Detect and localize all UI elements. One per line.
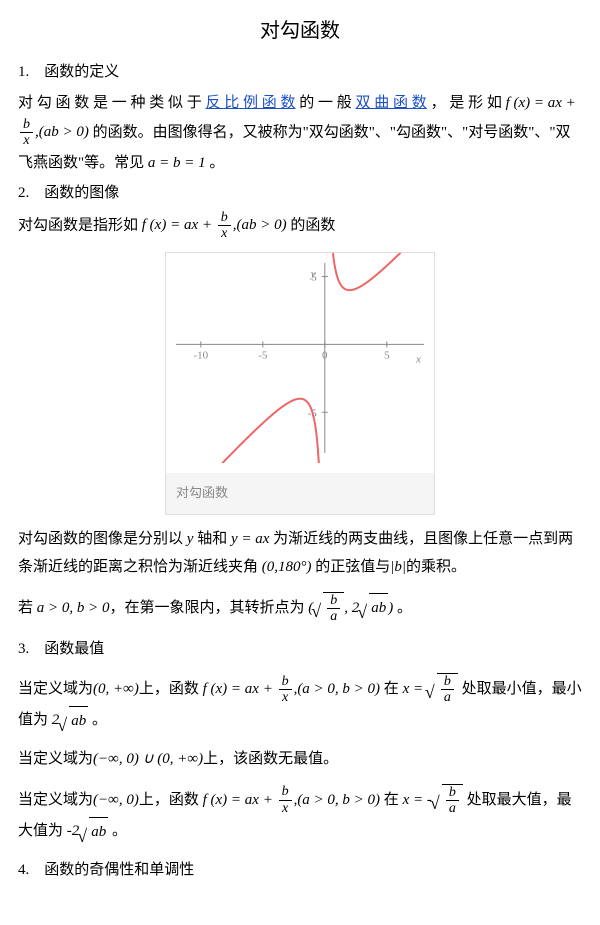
text: 对勾函数是指形如 — [18, 217, 142, 233]
domain-2: (−∞, 0) ∪ (0, +∞) — [93, 751, 203, 767]
frac-num: b — [20, 117, 33, 133]
frac-num: b — [441, 674, 454, 690]
section-2-body: 对勾函数是指形如 f (x) = ax + bx,(ab > 0) 的函数 — [18, 210, 582, 242]
text: ，在第一象限内，其转折点为 — [110, 600, 309, 616]
text: 。 — [206, 155, 225, 171]
frac-num: b — [327, 593, 340, 609]
text: f (x) = ax + — [203, 681, 277, 697]
formula-fx4: f (x) = ax + bx,(a > 0, b > 0) — [203, 792, 380, 808]
cond-ab: a > 0, b > 0 — [37, 600, 110, 616]
page-title: 对勾函数 — [18, 12, 582, 50]
frac-den: x — [218, 226, 231, 241]
frac-num: b — [279, 784, 292, 800]
domain-1: (0, +∞) — [93, 681, 139, 697]
frac-den: a — [446, 801, 459, 816]
formula-fx2: f (x) = ax + bx,(ab > 0) — [142, 217, 291, 233]
text: 。 — [88, 712, 107, 728]
frac-num: b — [446, 785, 459, 801]
min-value: 2ab — [52, 712, 89, 728]
section-3-none: 当定义域为(−∞, 0) ∪ (0, +∞)上，该函数无最值。 — [18, 745, 582, 774]
text: 对 勾 函 数 是 一 种 类 似 于 — [18, 95, 206, 111]
text: 的函数。由图像得名，又被称为"双勾函数"、"勾函数"、"对号函数"、"双飞燕函数… — [18, 124, 571, 170]
frac-num: b — [279, 674, 292, 690]
text: 的正弦值与 — [312, 559, 391, 575]
function-chart: -10-505-55xy — [166, 253, 434, 463]
section-1-head: 1. 函数的定义 — [18, 58, 582, 87]
text: f (x) = ax + — [142, 217, 216, 233]
frac-den: a — [441, 690, 454, 705]
text: x = - — [403, 792, 432, 808]
text: 当定义域为 — [18, 681, 93, 697]
chart-container: -10-505-55xy 对勾函数 — [165, 252, 435, 515]
text: x = — [403, 681, 427, 697]
text: 在 — [380, 681, 403, 697]
section-3-max: 当定义域为(−∞, 0)上，函数 f (x) = ax + bx,(a > 0,… — [18, 784, 582, 846]
svg-text:y: y — [310, 268, 316, 280]
frac-num: b — [218, 210, 231, 226]
text: 当定义域为 — [18, 792, 93, 808]
text: ,(a > 0, b > 0) — [294, 792, 380, 808]
text: ,(ab > 0) — [233, 217, 287, 233]
svg-text:-5: -5 — [258, 349, 268, 361]
section-4-head: 4. 函数的奇偶性和单调性 — [18, 856, 582, 885]
text: f (x) = ax + — [203, 792, 277, 808]
link-hyperbolic-function[interactable]: 双 曲 函 数 — [356, 95, 427, 111]
frac-den: x — [20, 133, 33, 148]
section-3-head: 3. 函数最值 — [18, 635, 582, 664]
sqrt-ab: ab — [69, 706, 88, 736]
formula-ab1: a = b = 1 — [148, 155, 206, 171]
image-description-2: 若 a > 0, b > 0，在第一象限内，其转折点为 (ba, 2ab) 。 — [18, 592, 582, 625]
image-description-1: 对勾函数的图像是分别以 y 轴和 y = ax 为渐近线的两支曲线，且图像上任意… — [18, 525, 582, 582]
svg-text:0: 0 — [322, 349, 328, 361]
formula-yax: y = ax — [231, 531, 269, 547]
text: 对勾函数的图像是分别以 — [18, 531, 187, 547]
chart-caption: 对勾函数 — [166, 473, 434, 514]
svg-text:x: x — [415, 353, 421, 365]
formula-fx3: f (x) = ax + bx,(a > 0, b > 0) — [203, 681, 380, 697]
text: 上，函数 — [139, 681, 203, 697]
section-2-head: 2. 函数的图像 — [18, 179, 582, 208]
svg-text:-10: -10 — [193, 349, 208, 361]
x-max: x = -ba — [403, 792, 463, 808]
text: ,(ab > 0) — [35, 124, 89, 140]
frac-den: x — [279, 801, 292, 816]
text: 当定义域为 — [18, 751, 93, 767]
text: 的函数 — [290, 217, 335, 233]
sqrt-ab: ab — [369, 593, 388, 623]
text: 若 — [18, 600, 37, 616]
max-value: -2ab — [67, 823, 109, 839]
angle: (0,180°) — [262, 559, 312, 575]
turning-point: (ba, 2ab) — [308, 600, 393, 616]
text: f (x) = ax + — [506, 95, 576, 111]
text: 。 — [393, 600, 412, 616]
text: 上，函数 — [139, 792, 203, 808]
abs-b: |b| — [390, 559, 406, 575]
domain-3: (−∞, 0) — [93, 792, 139, 808]
text: 的 一 般 — [296, 95, 356, 111]
link-inverse-proportion[interactable]: 反 比 例 函 数 — [206, 95, 296, 111]
text: 轴和 — [193, 531, 231, 547]
x-min: x = ba — [403, 681, 458, 697]
section-3-min: 当定义域为(0, +∞)上，函数 f (x) = ax + bx,(a > 0,… — [18, 673, 582, 735]
text: 的乘积。 — [406, 559, 466, 575]
text: 上，该函数无最值。 — [203, 751, 338, 767]
text: ， 是 形 如 — [427, 95, 502, 111]
text: 在 — [380, 792, 403, 808]
svg-text:5: 5 — [384, 349, 390, 361]
text: ,(a > 0, b > 0) — [294, 681, 380, 697]
sqrt-ab: ab — [89, 817, 108, 847]
frac-den: x — [279, 690, 292, 705]
section-1-body: 对 勾 函 数 是 一 种 类 似 于 反 比 例 函 数 的 一 般 双 曲 … — [18, 89, 582, 178]
text: 。 — [108, 823, 127, 839]
frac-den: a — [327, 609, 340, 624]
